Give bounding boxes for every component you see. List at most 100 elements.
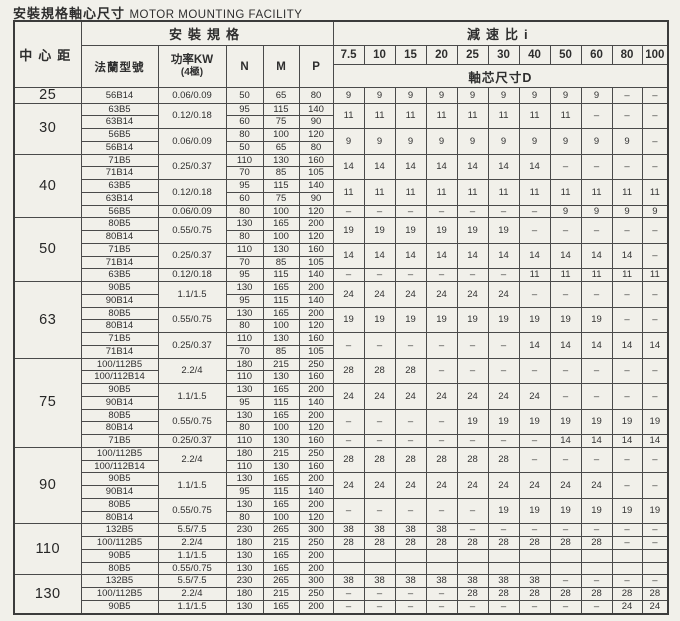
m-value-cell: 165 [262,561,300,576]
power-kw-cell: 0.12/0.18 [157,179,227,206]
table-row: 25 56B14 0.06/0.09 50 65 80 9 9 9 9 9 9 9 9 9– – [13,87,669,104]
shaft-d-cell: – [363,599,396,615]
shaft-d-cell [394,561,427,576]
power-kw-cell: 2.2/4 [157,587,227,601]
shaft-d-cell: – [641,153,669,180]
header-power-kw-line2: (4極) [180,67,204,79]
table-row: 100/112B5 2.2/4 180 215 250– – – –28 28 28 28 28 28 2… [14,587,669,601]
header-power-kw-line1: 功率KW [170,54,214,67]
table-row: 71B5 0.25/0.37 110 130 160– – – – – – –14 14 14 14 [14,434,669,448]
p-value-cell: 120 [298,510,334,525]
shaft-d-cell: – [487,268,520,282]
table-row: 90B14 95 115 140 [14,485,668,499]
shaft-d-cell: 19 [363,306,396,333]
shaft-d-cell: 28 [456,446,489,474]
p-value-cell: 140 [298,395,334,410]
shaft-d-cell [456,561,489,576]
table-row: 63B5 0.12/0.18 95 115 140– – – – – –11 11 11 11 11 [14,268,669,282]
header-shaft-dim: 軸芯尺寸D [332,64,669,88]
n-value-cell: 80 [225,510,264,525]
shaft-d-cell: – [363,497,396,525]
n-value-cell: 130 [225,548,264,563]
p-value-cell: 160 [298,242,334,257]
table-row: 80B14 80 100 120 [14,319,668,333]
shaft-d-cell: 38 [425,523,458,537]
shaft-d-cell: 19 [549,306,582,333]
power-kw-cell: 0.25/0.37 [157,153,227,180]
shaft-d-cell: 19 [487,497,520,525]
shaft-d-cell: 14 [363,242,396,270]
p-value-cell: 200 [298,472,334,486]
m-value-cell: 75 [262,191,300,206]
p-value-cell: 90 [298,191,334,206]
shaft-d-cell: – [456,497,489,525]
table-row: 63B5 0.12/0.18 95 115 140 11 11 11 11 11 11 11 11 11 1… [14,179,669,206]
shaft-d-cell: 28 [332,357,365,384]
m-value-cell: 165 [262,383,300,397]
header-ratio-value: 20 [425,45,458,65]
flange-model-cell: 63B5 [80,102,159,117]
shaft-d-cell: – [518,434,551,448]
shaft-d-cell: – [425,332,458,359]
shaft-d-cell: – [549,599,582,615]
shaft-d-cell: 24 [394,281,427,308]
flange-model-cell: 56B5 [80,128,159,142]
shaft-d-cell: 24 [363,281,396,308]
shaft-d-cell: – [332,599,365,615]
shaft-d-cell: 19 [487,306,520,333]
m-value-cell: 100 [262,204,300,219]
flange-model-cell: 71B14 [80,344,159,359]
shaft-d-cell: 11 [425,102,458,129]
table-row: 80B14 80 100 120 [14,421,668,435]
shaft-d-cell: 9 [425,87,458,104]
shaft-d-cell: 19 [394,306,427,333]
table-row: 56B5 0.06/0.09 80 100 120 9 9 9 9 9 9 9 9 9 9– [14,128,669,155]
shaft-d-cell: – [518,599,551,615]
shaft-d-cell: – [549,523,582,537]
shaft-d-cell: – [611,472,643,499]
p-value-cell: 80 [298,87,334,104]
flange-model-cell: 90B5 [80,383,159,397]
header-ratio-value: 15 [394,45,427,65]
shaft-d-cell: 28 [394,446,427,474]
shaft-d-cell: 38 [363,523,396,537]
header-row-columns: 法蘭型號 功率KW (4極) N M P 7.5 10 15 20 25 30 40 50 60… [14,45,669,88]
shaft-d-cell: 28 [518,587,551,601]
n-value-cell: 110 [225,242,264,257]
shaft-d-cell: 38 [332,574,365,588]
n-value-cell: 95 [225,293,264,308]
shaft-d-cell [363,548,396,563]
shaft-d-cell: 19 [487,408,520,435]
shaft-d-cell: 14 [425,153,458,180]
shaft-d-cell: 14 [580,242,613,270]
header-n: N [225,45,264,88]
flange-model-cell: 90B5 [80,599,159,615]
shaft-d-cell: 14 [549,242,582,270]
shaft-d-cell: – [363,434,396,448]
shaft-d-cell: 11 [611,179,643,206]
flange-model-cell: 90B5 [80,548,159,563]
p-value-cell: 160 [298,434,334,448]
table-row: 50 80B5 0.55/0.75 130 165 200 19 19 19 19 19 19– – – –… [13,217,669,282]
table-row: 80B5 0.55/0.75 130 165 200– – – –19 19 19 19 19 19 19 [14,408,669,435]
shaft-d-cell: 28 [394,357,427,384]
shaft-d-cell: 19 [456,408,489,435]
shaft-d-cell: – [641,536,669,550]
shaft-d-cell: 24 [518,472,551,499]
n-value-cell: 60 [225,191,264,206]
shaft-d-cell: 19 [518,497,551,525]
power-kw-cell: 2.2/4 [157,536,227,550]
shaft-d-cell: – [425,408,458,435]
m-value-cell: 115 [262,395,300,410]
m-value-cell: 100 [262,128,300,142]
m-value-cell: 165 [262,306,300,321]
shaft-d-cell: 19 [580,306,613,333]
flange-model-cell: 132B5 [80,574,159,588]
shaft-d-cell: – [425,587,458,601]
n-value-cell: 95 [225,102,264,117]
flange-model-cell: 80B14 [80,510,159,525]
p-value-cell: 200 [298,408,334,423]
n-value-cell: 130 [225,383,264,397]
shaft-d-cell: 19 [332,306,365,333]
page-title: 安裝規格軸心尺寸 MOTOR MOUNTING FACILITY [13,3,302,23]
